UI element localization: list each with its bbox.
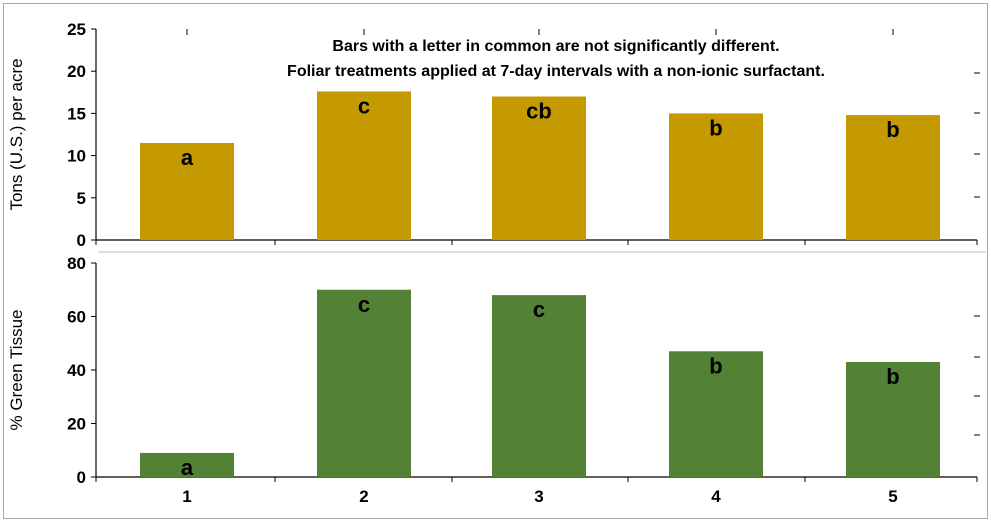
- bar-1: [140, 452, 234, 477]
- bar-5: [846, 115, 940, 240]
- x-tick-label: 2: [359, 487, 368, 506]
- y-tick-label: 80: [67, 254, 86, 273]
- y-axis-label: % Green Tissue: [7, 310, 26, 431]
- significance-letter: cb: [526, 99, 552, 124]
- y-axis-label: Tons (U.S.) per acre: [7, 58, 26, 210]
- bar-2: [317, 289, 411, 477]
- significance-letter: a: [181, 145, 194, 170]
- x-tick-label: 5: [888, 487, 897, 506]
- x-tick-label: 4: [711, 487, 721, 506]
- y-tick-label: 60: [67, 308, 86, 327]
- y-tick-label: 0: [77, 468, 86, 487]
- significance-letter: b: [709, 115, 722, 140]
- significance-letter: c: [358, 93, 370, 118]
- bar-2: [317, 91, 411, 241]
- annotation-treatment: Foliar treatments applied at 7-day inter…: [287, 63, 825, 80]
- y-tick-label: 20: [67, 62, 86, 81]
- y-tick-label: 0: [77, 231, 86, 250]
- bar-3: [492, 295, 586, 477]
- y-tick-label: 5: [77, 189, 86, 208]
- y-tick-label: 20: [67, 415, 86, 434]
- bar-3: [492, 96, 586, 241]
- bar-5: [846, 361, 940, 477]
- x-tick-label: 3: [534, 487, 543, 506]
- y-tick-label: 40: [67, 361, 86, 380]
- x-tick-label: 1: [182, 487, 191, 506]
- significance-letter: a: [181, 455, 194, 480]
- y-tick-label: 10: [67, 147, 86, 166]
- significance-letter: c: [358, 292, 370, 317]
- y-tick-label: 25: [67, 20, 86, 39]
- yield-chart: 0 5 10 15 20 25 Tons (U.S.) per acre a c cb b b: [7, 20, 980, 250]
- significance-letter: c: [533, 297, 545, 322]
- significance-letter: b: [886, 117, 899, 142]
- y-tick-label: 15: [67, 104, 86, 123]
- green-tissue-chart: 0 20 40 60 80 % Green Tissue a c c b b 1 2 3 4 5: [7, 254, 980, 506]
- significance-letter: b: [709, 353, 722, 378]
- bar-4: [669, 351, 763, 477]
- bar-4: [669, 113, 763, 240]
- annotation-significance: Bars with a letter in common are not sig…: [332, 38, 779, 55]
- bar-1: [140, 142, 234, 240]
- significance-letter: b: [886, 364, 899, 389]
